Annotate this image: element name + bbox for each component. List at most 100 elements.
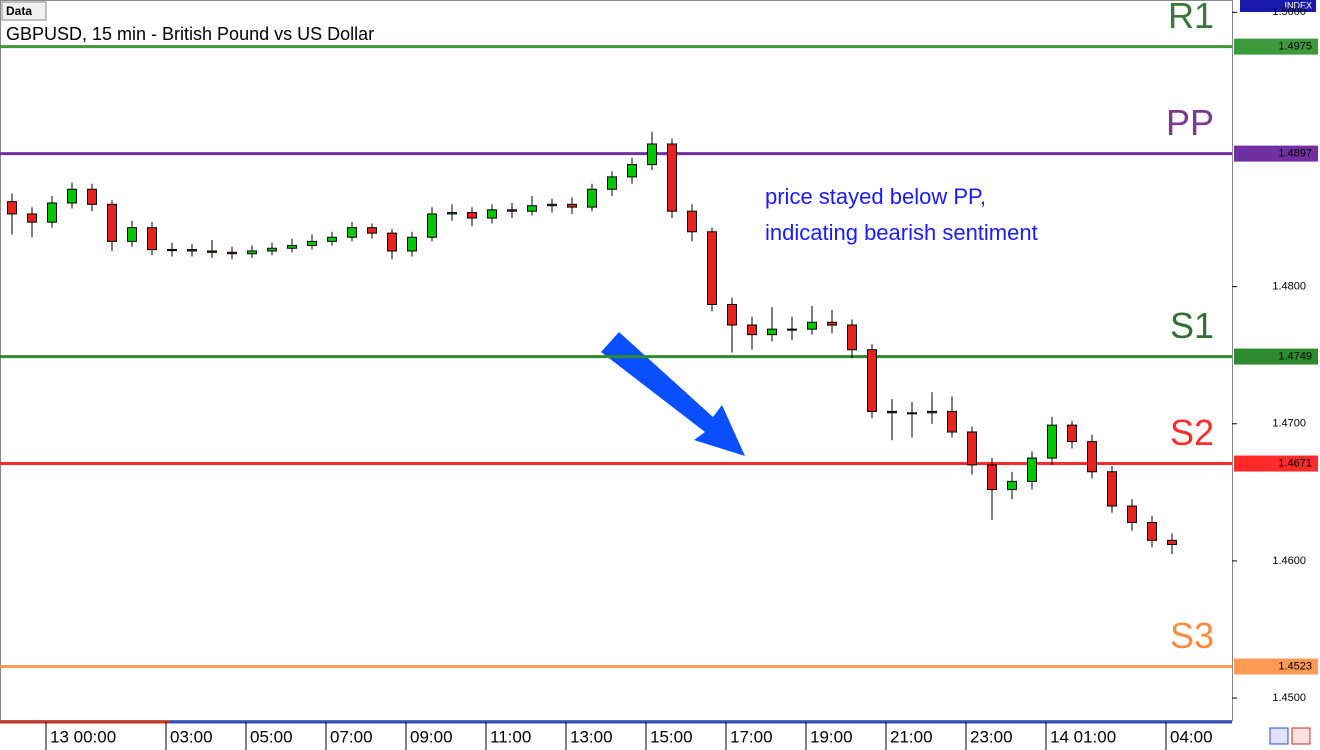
candle-body (447, 212, 457, 215)
y-tick-label: 1.5000 (1272, 6, 1306, 18)
level-value: 1.4749 (1278, 350, 1312, 362)
candle-body (847, 324, 857, 351)
level-value-box (1234, 38, 1318, 55)
candle-body (967, 431, 977, 466)
candle-body (327, 236, 337, 242)
candle-body (1067, 424, 1077, 443)
candle-body (27, 213, 37, 223)
candle-body (47, 202, 57, 223)
candle-body (227, 251, 237, 255)
candle-body (907, 412, 917, 415)
level-name: S1 (1170, 305, 1214, 346)
candle-body (467, 212, 477, 219)
candle-body (7, 201, 17, 215)
candle-body (547, 203, 557, 207)
level-name: PP (1166, 102, 1214, 143)
candle-body (527, 205, 537, 212)
candle-body (927, 410, 937, 414)
level-value: 1.4975 (1278, 41, 1312, 53)
x-tick-label: 17:00 (730, 727, 773, 746)
level-value: 1.4523 (1278, 660, 1312, 672)
x-tick-label: 19:00 (810, 727, 853, 746)
candle-body (307, 240, 317, 246)
candle-body (507, 209, 517, 212)
level-name: R1 (1168, 0, 1214, 36)
candle-body (107, 203, 117, 242)
x-tick-label: 14 01:00 (1050, 727, 1116, 746)
candle-body (1007, 480, 1017, 491)
level-value: 1.4671 (1278, 457, 1312, 469)
candle-body (1047, 424, 1057, 459)
candle-body (767, 328, 777, 336)
candle-body (407, 236, 417, 252)
x-tick-label: 09:00 (410, 727, 453, 746)
window-label: Data (6, 4, 32, 18)
candle-body (807, 321, 817, 330)
x-tick-label: 11:00 (490, 727, 531, 746)
candle-body (747, 324, 757, 336)
candle-body (287, 244, 297, 249)
candle-body (1107, 471, 1117, 507)
candle-body (667, 143, 677, 212)
candle-body (1127, 505, 1137, 524)
y-tick-label: 1.4500 (1272, 692, 1306, 704)
candle-body (707, 231, 717, 305)
x-tick-label: 23:00 (970, 727, 1013, 746)
scroll-button[interactable] (1269, 727, 1289, 745)
level-value-box (1234, 455, 1318, 472)
chart-title: GBPUSD, 15 min - British Pound vs US Dol… (6, 24, 374, 44)
candle-body (187, 249, 197, 252)
level-name: S3 (1170, 615, 1214, 656)
candle-body (947, 410, 957, 433)
x-tick-label: 15:00 (650, 727, 693, 746)
candle-body (267, 247, 277, 252)
candle-body (887, 410, 897, 414)
candle-body (1027, 457, 1037, 482)
candle-body (647, 143, 657, 166)
candle-body (1087, 441, 1097, 473)
axis-badge: INDEX (1284, 0, 1312, 10)
candle-body (727, 303, 737, 326)
candle-body (567, 203, 577, 208)
y-tick-label: 1.4700 (1272, 418, 1306, 430)
candle-body (987, 464, 997, 491)
candle-body (687, 210, 697, 233)
candle-body (247, 250, 257, 255)
annotation: indicating bearish sentiment (765, 220, 1038, 245)
candle-body (787, 328, 797, 331)
candle-body (1147, 522, 1157, 541)
level-value: 1.4897 (1278, 148, 1312, 160)
candle-body (867, 349, 877, 412)
x-tick-label: 03:00 (170, 727, 213, 746)
candle-body (427, 213, 437, 238)
x-tick-label: 21:00 (890, 727, 933, 746)
scroll-button[interactable] (1291, 727, 1311, 745)
annotation: price stayed below PP, (765, 184, 986, 209)
candle-body (387, 232, 397, 252)
candle-body (607, 176, 617, 190)
candle-body (167, 249, 177, 252)
x-tick-label: 04:00 (1170, 727, 1213, 746)
level-value-box (1234, 145, 1318, 162)
candle-body (587, 188, 597, 208)
level-name: S2 (1170, 412, 1214, 453)
candle-body (827, 321, 837, 326)
trend-arrow (601, 332, 745, 456)
x-tick-label: 13 00:00 (50, 727, 116, 746)
candle-body (367, 227, 377, 234)
y-tick-label: 1.4800 (1272, 281, 1306, 293)
level-value-box (1234, 658, 1318, 675)
axis-badge-box (1240, 0, 1316, 12)
candle-body (487, 209, 497, 219)
window-tab (1, 1, 47, 21)
candle-body (147, 227, 157, 251)
candle-body (627, 164, 637, 178)
candle-body (127, 227, 137, 242)
candle-body (87, 188, 97, 205)
x-tick-label: 05:00 (250, 727, 293, 746)
x-tick-label: 07:00 (330, 727, 373, 746)
candle-body (67, 188, 77, 204)
candle-body (347, 227, 357, 238)
